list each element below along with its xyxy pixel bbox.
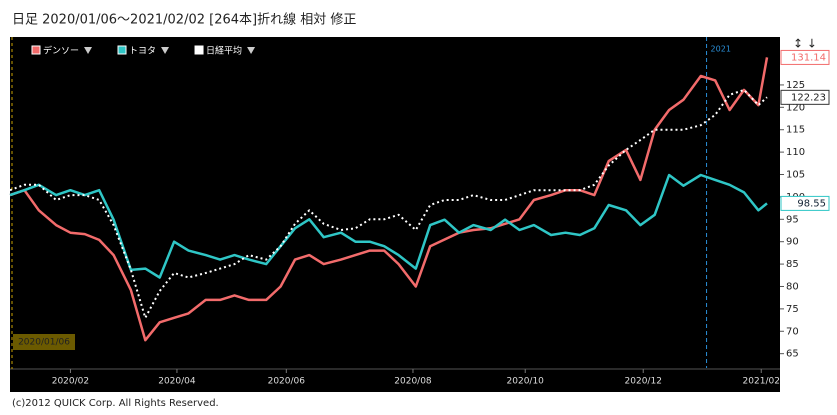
- y-tick-label: 110: [786, 147, 805, 158]
- x-tick-label: 2021/02: [743, 377, 780, 387]
- legend-label: 日経平均: [206, 45, 242, 57]
- cursor-label: 2020/01/06: [18, 338, 70, 348]
- last-value-box: [780, 89, 830, 105]
- legend-label: デンソー: [43, 45, 79, 57]
- scale-icons[interactable]: ↕ ↓: [793, 37, 817, 51]
- legend: デンソー トヨタ 日経平均: [31, 45, 256, 57]
- series-line: [9, 173, 768, 279]
- x-tick-label: 2020/02: [52, 377, 89, 387]
- y-tick-label: 105: [786, 170, 805, 181]
- last-value-label: 131.14: [791, 52, 826, 63]
- y-tick-label: 70: [786, 326, 799, 337]
- marker-label: 2021: [711, 45, 731, 54]
- x-tick-label: 2020/06: [268, 377, 306, 387]
- y-tick-label: 90: [786, 237, 799, 248]
- legend-arrow: [247, 47, 256, 54]
- plot-background: [10, 37, 780, 392]
- y-tick-label: 85: [786, 259, 799, 270]
- y-tick-label: 120: [786, 102, 805, 113]
- legend-arrow: [161, 47, 170, 54]
- last-value-label: 122.23: [791, 92, 826, 103]
- y-tick-label: 80: [786, 281, 799, 292]
- y-tick-label: 125: [786, 80, 805, 91]
- series-line: [9, 88, 768, 319]
- last-value-label: 98.55: [797, 198, 826, 209]
- legend-swatch: [31, 45, 41, 55]
- cursor-box: [13, 334, 75, 350]
- last-value-box: [780, 195, 830, 211]
- y-tick-label: 115: [786, 125, 805, 136]
- x-tick-label: 2020/12: [625, 377, 662, 387]
- x-tick-label: 2020/08: [394, 377, 432, 387]
- y-tick-label: 95: [786, 214, 799, 225]
- title: 日足 2020/01/06〜2021/02/02 [264本]折れ線 相対 修正: [12, 12, 356, 28]
- last-value-box: [780, 49, 830, 65]
- legend-arrow: [84, 47, 93, 54]
- y-tick-label: 75: [786, 304, 799, 315]
- legend-label: トヨタ: [129, 46, 156, 57]
- y-tick-label: 65: [786, 349, 799, 360]
- legend-swatch: [117, 45, 127, 55]
- x-tick-label: 2020/10: [507, 377, 545, 387]
- legend-swatch: [194, 45, 204, 55]
- footer: (c)2012 QUICK Corp. All Rights Reserved.: [12, 398, 219, 409]
- series-line: [9, 57, 769, 342]
- x-tick-label: 2020/04: [158, 377, 196, 387]
